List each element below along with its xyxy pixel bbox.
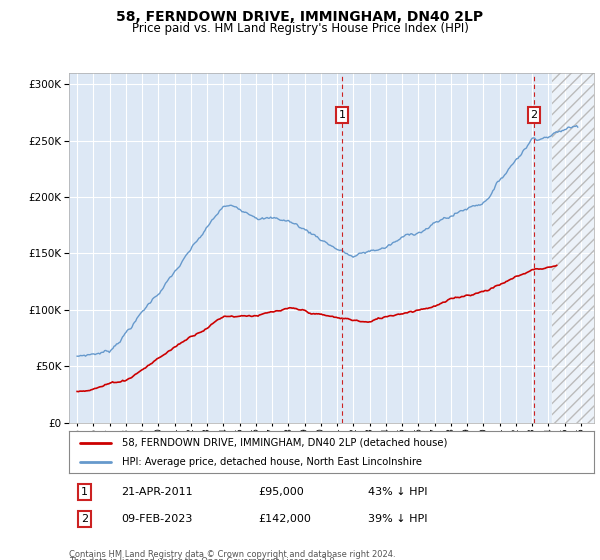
Text: £142,000: £142,000 — [258, 514, 311, 524]
Text: 2: 2 — [530, 110, 538, 120]
Text: 09-FEB-2023: 09-FEB-2023 — [121, 514, 193, 524]
Bar — [552, 73, 600, 423]
Bar — [552, 73, 600, 423]
Text: 58, FERNDOWN DRIVE, IMMINGHAM, DN40 2LP: 58, FERNDOWN DRIVE, IMMINGHAM, DN40 2LP — [116, 10, 484, 24]
Text: 1: 1 — [81, 487, 88, 497]
Text: Contains HM Land Registry data © Crown copyright and database right 2024.: Contains HM Land Registry data © Crown c… — [69, 550, 395, 559]
Text: £95,000: £95,000 — [258, 487, 304, 497]
Text: 39% ↓ HPI: 39% ↓ HPI — [368, 514, 428, 524]
Text: 58, FERNDOWN DRIVE, IMMINGHAM, DN40 2LP (detached house): 58, FERNDOWN DRIVE, IMMINGHAM, DN40 2LP … — [121, 438, 447, 448]
Text: 1: 1 — [338, 110, 346, 120]
Text: 21-APR-2011: 21-APR-2011 — [121, 487, 193, 497]
Text: 43% ↓ HPI: 43% ↓ HPI — [368, 487, 428, 497]
Text: HPI: Average price, detached house, North East Lincolnshire: HPI: Average price, detached house, Nort… — [121, 458, 421, 467]
Text: This data is licensed under the Open Government Licence v3.0.: This data is licensed under the Open Gov… — [69, 557, 337, 560]
Text: Price paid vs. HM Land Registry's House Price Index (HPI): Price paid vs. HM Land Registry's House … — [131, 22, 469, 35]
Text: 2: 2 — [81, 514, 88, 524]
